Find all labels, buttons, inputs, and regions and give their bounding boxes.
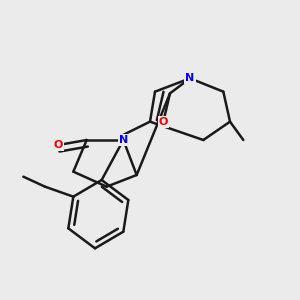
Text: O: O: [54, 140, 63, 150]
Text: N: N: [185, 73, 195, 83]
Text: N: N: [119, 135, 128, 145]
Text: O: O: [159, 117, 168, 127]
